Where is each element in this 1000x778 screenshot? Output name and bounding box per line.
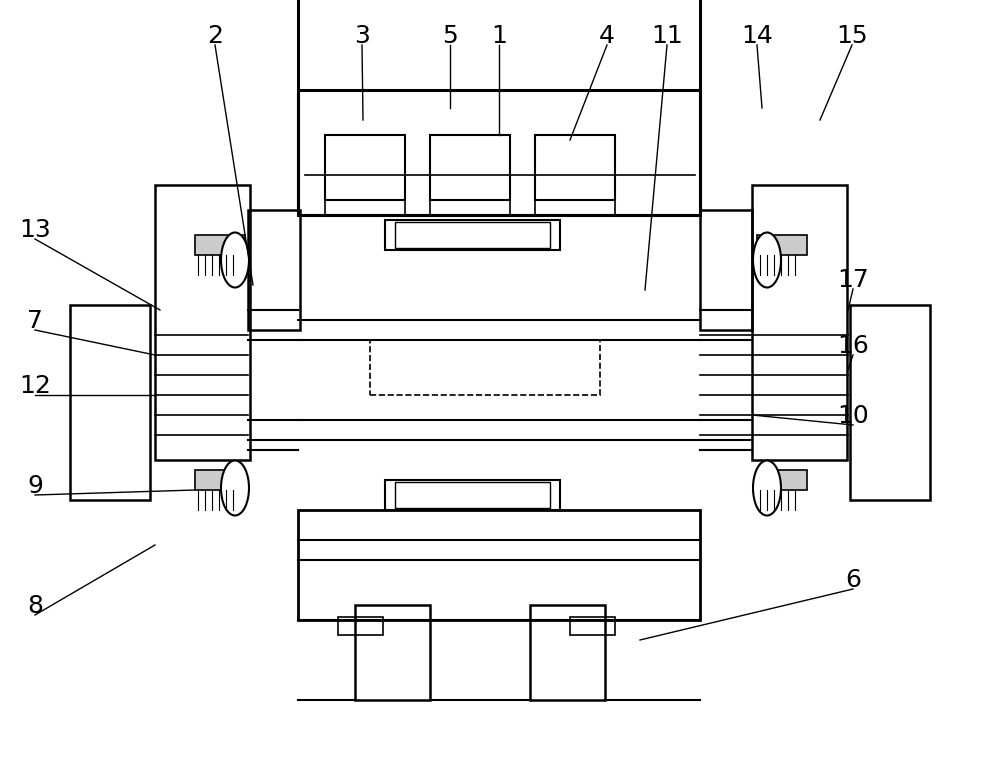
Bar — [298, 0, 700, 215]
Bar — [355, 605, 430, 700]
Text: 12: 12 — [19, 374, 51, 398]
Text: 9: 9 — [27, 474, 43, 498]
Bar — [700, 210, 752, 330]
Text: 4: 4 — [599, 24, 615, 48]
Text: 16: 16 — [837, 334, 869, 358]
Text: 6: 6 — [845, 568, 861, 592]
Bar — [155, 185, 250, 460]
Bar — [385, 220, 560, 250]
Text: 3: 3 — [354, 24, 370, 48]
Bar — [338, 617, 383, 635]
Text: 15: 15 — [836, 24, 868, 48]
Text: 17: 17 — [837, 268, 869, 292]
Bar — [850, 305, 930, 500]
Text: 2: 2 — [207, 24, 223, 48]
Bar — [298, 510, 700, 620]
Bar — [530, 605, 605, 700]
Bar — [385, 480, 560, 510]
Ellipse shape — [221, 461, 249, 516]
Text: 7: 7 — [27, 309, 43, 333]
Ellipse shape — [753, 233, 781, 288]
Text: 1: 1 — [491, 24, 507, 48]
Text: 10: 10 — [837, 404, 869, 428]
Bar — [195, 470, 245, 490]
Ellipse shape — [221, 233, 249, 288]
Bar — [430, 135, 510, 200]
Bar — [195, 235, 245, 255]
Bar — [395, 482, 550, 508]
Text: 8: 8 — [27, 594, 43, 618]
Text: 13: 13 — [19, 218, 51, 242]
Bar — [757, 470, 807, 490]
Bar — [535, 135, 615, 200]
Bar — [757, 235, 807, 255]
Bar — [395, 222, 550, 248]
Bar — [325, 135, 405, 200]
Ellipse shape — [753, 461, 781, 516]
Bar — [70, 305, 150, 500]
Text: 5: 5 — [442, 24, 458, 48]
Bar — [752, 185, 847, 460]
Text: 11: 11 — [651, 24, 683, 48]
Bar — [570, 617, 615, 635]
Text: 14: 14 — [741, 24, 773, 48]
Bar — [370, 340, 600, 395]
Bar — [248, 210, 300, 330]
Bar — [298, 90, 700, 215]
